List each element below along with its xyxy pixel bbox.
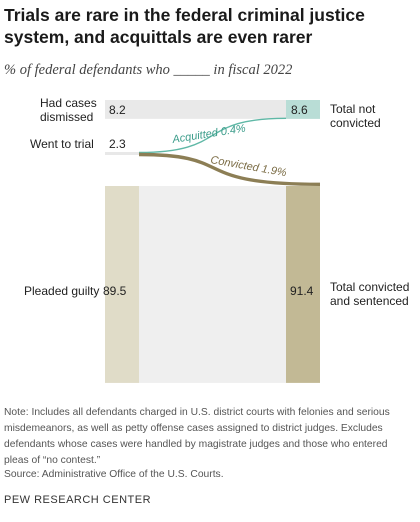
convicted-flow (138, 152, 321, 186)
value-dismissed: 8.2 (109, 103, 126, 117)
went-to-trial-bar (105, 152, 139, 155)
chart-title: Trials are rare in the federal criminal … (4, 5, 365, 47)
value-pleaded-guilty: 89.5 (103, 284, 127, 298)
brand-wordmark: PEW RESEARCH CENTER (4, 494, 152, 506)
label-went-to-trial: Went to trial (30, 137, 94, 151)
chart-source: Source: Administrative Office of the U.S… (4, 469, 224, 480)
label-had-cases-dismissed: Had cases dismissed (40, 96, 97, 124)
label-total-convicted-sentenced: Total convicted and sentenced (330, 280, 410, 308)
acquitted-label: Acquitted 0.4% (171, 123, 247, 147)
convicted-sentenced-bar (286, 186, 320, 383)
label-pleaded-guilty: Pleaded guilty (24, 284, 100, 298)
value-convicted-sentenced: 91.4 (290, 284, 314, 298)
not-convicted-bar (286, 100, 320, 119)
convicted-label: Convicted 1.9% (209, 154, 287, 179)
label-total-not-convicted: Total not convicted (330, 102, 381, 130)
chart-subtitle: % of federal defendants who _____ in fis… (4, 62, 293, 78)
chart-note: Note: Includes all defendants charged in… (4, 407, 390, 466)
pleaded-guilty-bar (105, 186, 139, 383)
value-went-to-trial: 2.3 (109, 137, 126, 151)
dismissed-flow-band (105, 100, 320, 119)
value-not-convicted: 8.6 (291, 103, 308, 117)
acquitted-flow (138, 117, 287, 154)
sankey-chart: Acquitted 0.4% Convicted 1.9% (105, 100, 321, 383)
